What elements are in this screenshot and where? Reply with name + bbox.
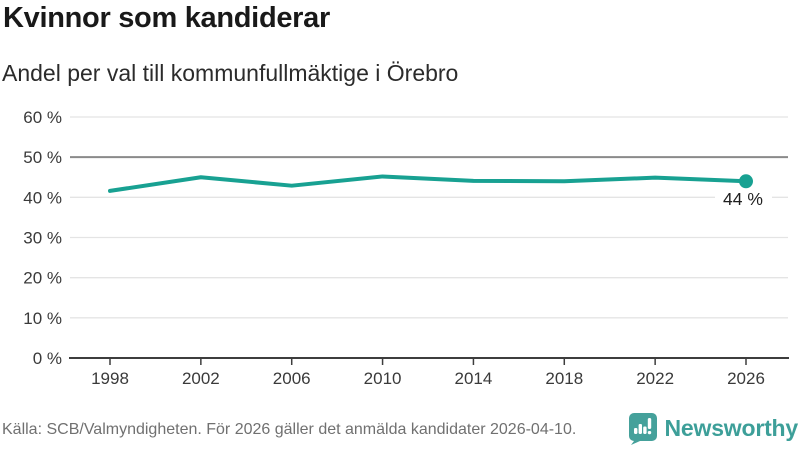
x-tick-label: 2018 <box>545 369 583 388</box>
speech-bubble-shape <box>628 412 657 445</box>
logo-exclamation-bar <box>647 417 651 429</box>
logo-bar-3 <box>642 426 647 434</box>
x-tick-label: 2022 <box>636 369 674 388</box>
line-chart: 44 % 1998 2002 2006 2010 2014 2018 2022 2026 0 % 1… <box>23 108 789 388</box>
x-tick-label: 2006 <box>273 369 311 388</box>
series-line <box>108 174 748 193</box>
y-tick-label: 50 % <box>23 148 62 167</box>
point-label-backdrop <box>715 190 772 209</box>
y-tick-label: 40 % <box>23 188 62 207</box>
end-point-marker <box>739 174 753 189</box>
logo-exclamation-dot <box>647 430 651 434</box>
newsworthy-logo[interactable]: Newsworthy <box>627 411 798 445</box>
end-point-label: 44 % <box>723 189 763 209</box>
source-note: Källa: SCB/Valmyndigheten. För 2026 gäll… <box>2 421 577 438</box>
x-tick-label: 2002 <box>182 369 220 388</box>
y-tick-label: 60 % <box>23 108 62 127</box>
x-tick-label: 2026 <box>727 369 765 388</box>
newsworthy-wordmark: Newsworthy <box>664 414 799 441</box>
x-tick-label: 2010 <box>364 369 402 388</box>
chart-subtitle: Andel per val till kommunfullmäktige i Ö… <box>2 60 459 86</box>
chart-title: Kvinnor som kandiderar <box>3 2 330 34</box>
x-tick-label: 1998 <box>91 369 129 388</box>
newsworthy-logo-icon <box>628 412 657 445</box>
y-tick-label: 20 % <box>23 269 62 288</box>
y-tick-label: 0 % <box>33 349 62 368</box>
y-tick-label: 30 % <box>23 229 62 248</box>
logo-bar-1 <box>633 427 637 434</box>
logo-bar-2 <box>638 423 642 434</box>
x-tick-label: 2014 <box>455 369 493 388</box>
y-tick-label: 10 % <box>23 309 62 328</box>
